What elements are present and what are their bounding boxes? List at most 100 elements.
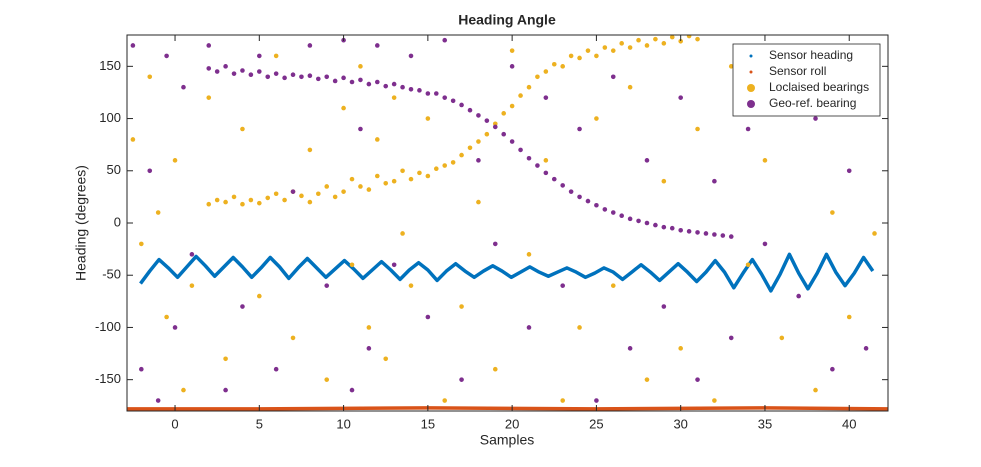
x-tick-label: 25 [589, 416, 603, 431]
x-tick-label: 40 [842, 416, 856, 431]
point [383, 83, 389, 89]
point [594, 116, 599, 121]
point [661, 178, 667, 184]
point [560, 183, 565, 188]
point [391, 262, 397, 268]
point [661, 224, 667, 230]
point [644, 158, 650, 163]
point [830, 366, 835, 372]
point [762, 158, 768, 163]
y-tick-label: -150 [95, 371, 121, 386]
point [695, 230, 700, 235]
point [535, 74, 540, 80]
point [636, 37, 641, 43]
point [661, 304, 667, 309]
point [248, 72, 254, 77]
point [223, 64, 228, 69]
point [374, 137, 380, 142]
point [349, 176, 355, 182]
point [408, 87, 414, 92]
point [442, 37, 448, 43]
point [476, 113, 481, 118]
point [214, 69, 220, 74]
legend-box [732, 43, 881, 117]
point [139, 241, 144, 247]
point [501, 111, 507, 116]
point [307, 73, 313, 79]
x-tick-label: 15 [421, 416, 435, 431]
point [332, 194, 338, 200]
point [400, 168, 405, 174]
point [459, 102, 464, 108]
point [223, 199, 228, 205]
point [712, 232, 717, 237]
point [728, 64, 734, 69]
point [476, 199, 481, 205]
point [358, 126, 363, 132]
point [139, 366, 144, 372]
point [358, 64, 363, 69]
point [130, 43, 136, 48]
point [745, 126, 751, 132]
point [442, 95, 448, 100]
point [290, 335, 296, 341]
point [316, 191, 321, 197]
point [391, 81, 397, 87]
point [164, 314, 169, 320]
legend-marker [747, 84, 755, 92]
point [181, 84, 186, 90]
point [585, 198, 591, 204]
point [568, 53, 574, 59]
point [349, 262, 355, 268]
x-tick-label: 0 [171, 416, 178, 431]
point [518, 147, 523, 153]
point [425, 314, 431, 320]
point [551, 176, 557, 182]
point [172, 325, 178, 330]
point [560, 398, 565, 403]
point [172, 158, 178, 163]
point [492, 366, 498, 372]
point [627, 45, 633, 50]
point [619, 41, 624, 46]
legend-marker [747, 100, 755, 108]
point [273, 366, 279, 372]
point [366, 325, 372, 330]
point [307, 147, 313, 153]
point [830, 210, 835, 215]
point [307, 43, 313, 48]
point [341, 189, 346, 194]
point [206, 66, 212, 71]
point [316, 76, 321, 82]
x-axis-label: Samples [480, 432, 534, 448]
legend-label: Geo-ref. bearing [769, 96, 856, 110]
point [147, 168, 153, 174]
point [206, 43, 212, 48]
point [358, 184, 363, 189]
point [577, 126, 582, 132]
point [147, 74, 153, 80]
point [526, 155, 532, 161]
point [577, 194, 582, 200]
y-tick-label: -50 [102, 267, 121, 282]
x-tick-label: 20 [505, 416, 519, 431]
x-tick-label: 35 [758, 416, 772, 431]
point [644, 377, 650, 382]
point [273, 191, 279, 197]
point [155, 210, 161, 215]
point [728, 234, 734, 239]
y-tick-label: 50 [107, 162, 121, 177]
point [189, 252, 195, 257]
point [551, 61, 557, 67]
point [872, 231, 877, 236]
point [695, 36, 700, 42]
point [543, 95, 549, 100]
point [476, 158, 481, 163]
point [535, 163, 540, 168]
point [206, 201, 212, 207]
point [526, 325, 532, 330]
point [669, 35, 675, 40]
point [459, 377, 464, 382]
